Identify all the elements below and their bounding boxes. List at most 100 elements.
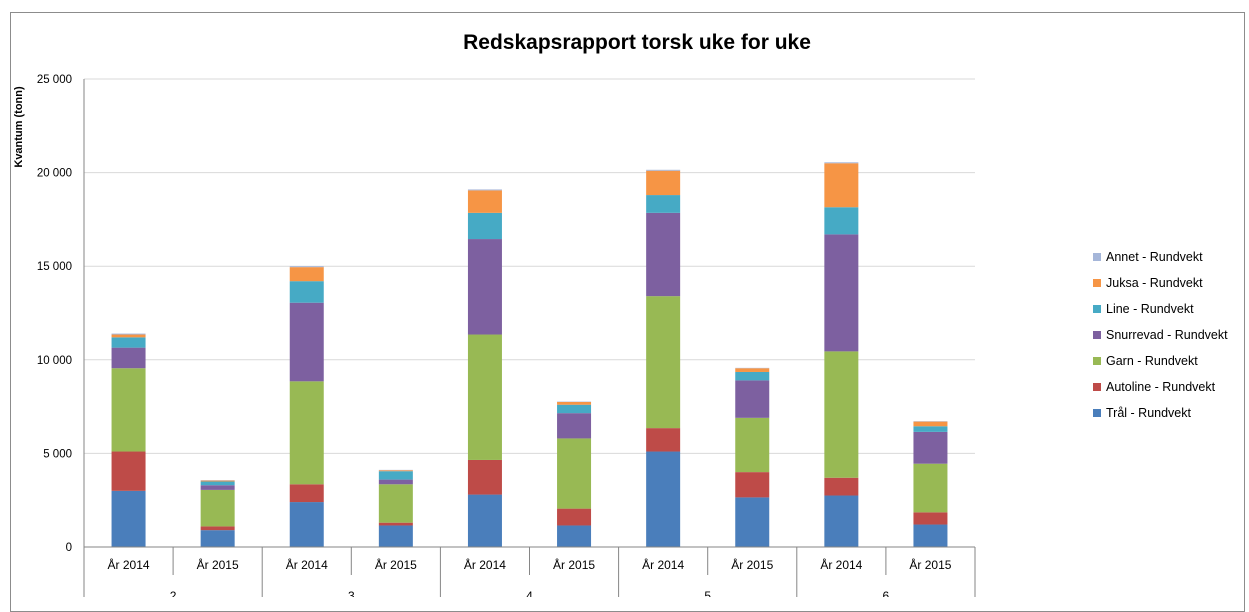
bar-segment: [112, 335, 146, 338]
legend-swatch: [1093, 357, 1101, 365]
bar-segment: [379, 523, 413, 526]
bar-segment: [824, 163, 858, 207]
bar-segment: [290, 381, 324, 484]
legend-swatch: [1093, 383, 1101, 391]
bar-segment: [646, 171, 680, 195]
bar-segment: [646, 452, 680, 547]
legend-swatch: [1093, 253, 1101, 261]
bar-segment: [379, 471, 413, 479]
bar-segment: [557, 525, 591, 547]
bar-segment: [557, 413, 591, 438]
chart-legend: Annet - Rundvekt Juksa - Rundvekt Line - R…: [1093, 244, 1228, 426]
bar-segment: [913, 422, 947, 427]
bar-segment: [290, 484, 324, 502]
legend-swatch: [1093, 331, 1101, 339]
bar-segment: [379, 484, 413, 522]
bar-segment: [735, 368, 769, 372]
y-tick-label: 25 000: [37, 74, 72, 86]
bar-segment: [735, 418, 769, 472]
x-tick-label: År 2015: [909, 557, 951, 572]
bar-segment: [290, 266, 324, 267]
group-label: 6: [883, 589, 890, 597]
legend-label: Juksa - Rundvekt: [1106, 276, 1203, 290]
chart-title: Redskapsrapport torsk uke for uke: [463, 31, 811, 54]
bar-segment: [201, 481, 235, 485]
legend-label: Annet - Rundvekt: [1106, 250, 1203, 264]
x-tick-label: År 2014: [642, 557, 684, 572]
bar-segment: [735, 497, 769, 547]
legend-label: Line - Rundvekt: [1106, 302, 1194, 316]
y-tick-label: 10 000: [37, 355, 72, 367]
bar-segment: [290, 303, 324, 382]
bar-segment: [468, 239, 502, 334]
group-label: 4: [526, 589, 533, 597]
bar-segment: [468, 335, 502, 460]
legend-item: Annet - Rundvekt: [1093, 244, 1228, 270]
bar-segment: [646, 296, 680, 428]
x-tick-label: År 2014: [286, 557, 328, 572]
bar-segment: [824, 207, 858, 234]
bar-segment: [735, 372, 769, 380]
y-tick-label: 5 000: [43, 448, 72, 460]
bar-segment: [557, 438, 591, 508]
x-tick-label: År 2014: [464, 557, 506, 572]
bar-segment: [112, 337, 146, 347]
bar-segment: [913, 464, 947, 513]
x-tick-label: År 2015: [731, 557, 773, 572]
bar-segment: [112, 334, 146, 335]
bar-segment: [468, 460, 502, 495]
legend-swatch: [1093, 305, 1101, 313]
bar-segment: [913, 512, 947, 524]
chart-canvas: Redskapsrapport torsk uke for uke Kvantu…: [0, 0, 1249, 597]
bar-segment: [557, 402, 591, 405]
legend-swatch: [1093, 279, 1101, 287]
bar-segment: [468, 495, 502, 547]
bar-segment: [913, 525, 947, 547]
legend-label: Autoline - Rundvekt: [1106, 380, 1215, 394]
bar-segment: [290, 502, 324, 547]
x-tick-label: År 2014: [820, 557, 862, 572]
bar-segment: [468, 213, 502, 239]
bar-segment: [824, 351, 858, 477]
group-label: 5: [704, 589, 711, 597]
bar-segment: [824, 234, 858, 351]
bar-segment: [646, 428, 680, 451]
bar-segment: [646, 195, 680, 213]
x-tick-label: År 2015: [553, 557, 595, 572]
bar-segment: [201, 490, 235, 527]
bar-segment: [379, 525, 413, 547]
bar-segment: [112, 368, 146, 451]
bar-segment: [112, 491, 146, 547]
bar-segment: [646, 170, 680, 171]
legend-item: Snurrevad - Rundvekt: [1093, 322, 1228, 348]
bar-segment: [379, 480, 413, 485]
bar-segment: [913, 432, 947, 464]
bar-segment: [557, 405, 591, 413]
group-label: 3: [348, 589, 355, 597]
legend-item: Garn - Rundvekt: [1093, 348, 1228, 374]
bar-segment: [913, 426, 947, 432]
bar-segment: [646, 213, 680, 296]
bar-segment: [557, 509, 591, 526]
bar-segment: [379, 470, 413, 471]
legend-item: Autoline - Rundvekt: [1093, 374, 1228, 400]
bar-segment: [112, 348, 146, 369]
bar-segment: [735, 380, 769, 417]
x-tick-label: År 2015: [197, 557, 239, 572]
bar-segment: [824, 478, 858, 496]
legend-item: Trål - Rundvekt: [1093, 400, 1228, 426]
bar-segment: [468, 190, 502, 212]
bar-segment: [201, 530, 235, 547]
legend-label: Snurrevad - Rundvekt: [1106, 328, 1228, 342]
bar-segment: [201, 485, 235, 490]
y-tick-label: 20 000: [37, 168, 72, 180]
legend-item: Line - Rundvekt: [1093, 296, 1228, 322]
legend-label: Trål - Rundvekt: [1106, 406, 1191, 420]
x-tick-label: År 2014: [108, 557, 150, 572]
y-tick-label: 0: [66, 542, 72, 554]
bar-segment: [112, 452, 146, 491]
group-label: 2: [170, 589, 177, 597]
bar-segment: [201, 481, 235, 482]
bar-segment: [290, 281, 324, 303]
bar-segment: [468, 189, 502, 190]
